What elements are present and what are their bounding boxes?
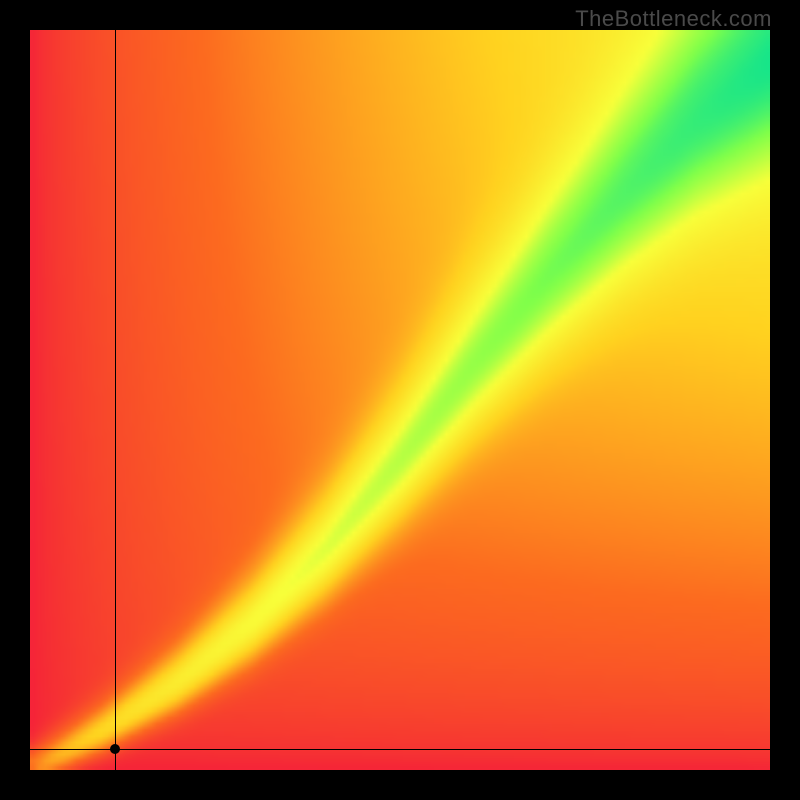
watermark-text: TheBottleneck.com: [575, 6, 772, 32]
crosshair-point: [110, 744, 120, 754]
crosshair-vertical: [115, 30, 116, 770]
crosshair-horizontal: [30, 749, 770, 750]
plot-area: [30, 30, 770, 770]
heatmap-canvas: [30, 30, 770, 770]
